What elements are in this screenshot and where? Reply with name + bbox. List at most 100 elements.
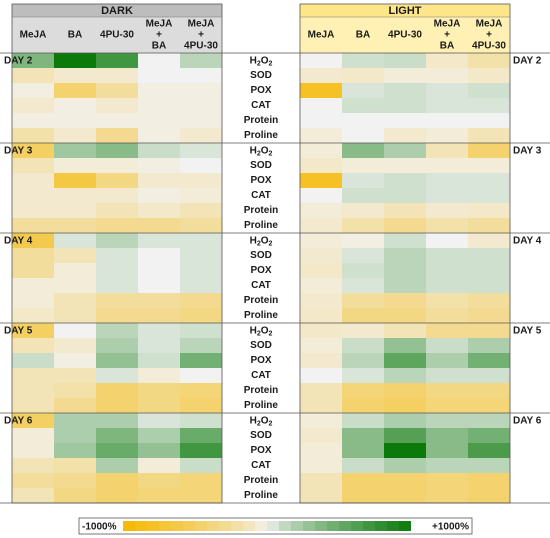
light-cell-4-5-3 <box>426 488 468 503</box>
dark-cell-4-0-3 <box>138 413 180 428</box>
dark-cell-4-2-4 <box>180 443 222 458</box>
light-cell-3-4-3 <box>426 383 468 398</box>
light-cell-1-4-1 <box>342 203 384 218</box>
light-cell-0-5-2 <box>384 128 426 143</box>
light-cell-3-0-1 <box>342 323 384 338</box>
light-cell-4-0-0 <box>300 413 342 428</box>
dark-cell-1-3-4 <box>180 188 222 203</box>
dark-cell-2-1-0 <box>12 248 54 263</box>
light-cell-3-1-3 <box>426 338 468 353</box>
dark-cell-2-5-0 <box>12 308 54 323</box>
dark-cell-2-5-4 <box>180 308 222 323</box>
light-cell-0-3-2 <box>384 98 426 113</box>
param-label-2-2: POX <box>250 265 271 276</box>
light-cell-2-1-0 <box>300 248 342 263</box>
legend-swatch-2 <box>147 521 159 531</box>
light-cell-2-5-2 <box>384 308 426 323</box>
dark-cell-0-1-4 <box>180 68 222 83</box>
light-cell-3-4-4 <box>468 383 510 398</box>
light-cell-2-4-2 <box>384 293 426 308</box>
legend-max-label: +1000% <box>432 522 469 533</box>
light-cell-1-0-3 <box>426 143 468 158</box>
light-cell-2-2-3 <box>426 263 468 278</box>
light-cell-4-0-1 <box>342 413 384 428</box>
light-cell-3-5-2 <box>384 398 426 413</box>
dark-cell-0-5-2 <box>96 128 138 143</box>
dark-cell-0-1-2 <box>96 68 138 83</box>
dark-cell-4-3-4 <box>180 458 222 473</box>
light-cell-1-5-4 <box>468 218 510 233</box>
light-cell-2-1-1 <box>342 248 384 263</box>
dark-cell-3-2-0 <box>12 353 54 368</box>
legend-swatch-16 <box>315 521 327 531</box>
light-cell-0-1-0 <box>300 68 342 83</box>
light-col-label-1-0: BA <box>356 30 370 41</box>
light-cell-4-0-4 <box>468 413 510 428</box>
dark-cell-3-3-3 <box>138 368 180 383</box>
dark-cell-0-0-0 <box>12 53 54 68</box>
light-cell-4-2-2 <box>384 443 426 458</box>
dark-cell-1-1-0 <box>12 158 54 173</box>
dark-cell-1-4-2 <box>96 203 138 218</box>
light-group-header-bg <box>300 4 510 17</box>
dark-cell-3-1-4 <box>180 338 222 353</box>
dark-cell-1-5-2 <box>96 218 138 233</box>
dark-cell-1-2-4 <box>180 173 222 188</box>
light-cell-2-2-4 <box>468 263 510 278</box>
light-cell-2-3-4 <box>468 278 510 293</box>
param-label-3-2: POX <box>250 355 271 366</box>
light-cell-3-2-1 <box>342 353 384 368</box>
light-cell-4-5-2 <box>384 488 426 503</box>
light-col-label-3-2: BA <box>440 41 454 52</box>
dark-cell-2-0-0 <box>12 233 54 248</box>
light-cell-1-2-3 <box>426 173 468 188</box>
dark-cell-2-5-1 <box>54 308 96 323</box>
dark-cell-4-1-0 <box>12 428 54 443</box>
dark-cell-3-4-4 <box>180 383 222 398</box>
light-cell-3-3-3 <box>426 368 468 383</box>
light-cell-3-5-3 <box>426 398 468 413</box>
dark-cell-4-3-3 <box>138 458 180 473</box>
dark-cell-0-4-1 <box>54 113 96 128</box>
param-label-0-3: CAT <box>251 100 271 111</box>
dark-cell-3-5-0 <box>12 398 54 413</box>
light-cell-4-2-0 <box>300 443 342 458</box>
light-cell-0-2-3 <box>426 83 468 98</box>
dark-cell-1-0-0 <box>12 143 54 158</box>
light-cell-0-1-1 <box>342 68 384 83</box>
light-cell-2-2-2 <box>384 263 426 278</box>
dark-cell-3-1-3 <box>138 338 180 353</box>
param-label-1-1: SOD <box>250 160 272 171</box>
dark-cell-3-4-3 <box>138 383 180 398</box>
light-cell-0-0-0 <box>300 53 342 68</box>
dark-cell-3-0-0 <box>12 323 54 338</box>
light-cell-1-5-2 <box>384 218 426 233</box>
light-cell-2-2-1 <box>342 263 384 278</box>
legend-swatch-7 <box>207 521 219 531</box>
light-cell-2-3-0 <box>300 278 342 293</box>
param-label-3-4: Protein <box>244 385 278 396</box>
dark-cell-2-2-3 <box>138 263 180 278</box>
dark-cell-1-0-3 <box>138 143 180 158</box>
dark-cell-1-5-1 <box>54 218 96 233</box>
param-label-1-4: Protein <box>244 205 278 216</box>
param-label-2-4: Protein <box>244 295 278 306</box>
dark-cell-2-3-1 <box>54 278 96 293</box>
dark-group-header-bg <box>12 4 222 17</box>
dark-col-label-4-0: MeJA <box>188 19 215 30</box>
legend-swatch-18 <box>339 521 351 531</box>
dark-cell-1-2-3 <box>138 173 180 188</box>
dark-col-label-1-0: BA <box>68 30 82 41</box>
legend-swatch-3 <box>159 521 171 531</box>
light-cell-4-4-4 <box>468 473 510 488</box>
dark-cell-1-4-1 <box>54 203 96 218</box>
param-label-3-0: H2O2 <box>250 325 273 337</box>
dark-cell-3-4-2 <box>96 383 138 398</box>
legend-swatch-11 <box>255 521 267 531</box>
dark-cell-4-0-0 <box>12 413 54 428</box>
light-cell-4-2-1 <box>342 443 384 458</box>
day-label-right-2: DAY 4 <box>513 236 542 247</box>
legend-swatch-17 <box>327 521 339 531</box>
dark-cell-4-4-0 <box>12 473 54 488</box>
dark-cell-1-0-2 <box>96 143 138 158</box>
